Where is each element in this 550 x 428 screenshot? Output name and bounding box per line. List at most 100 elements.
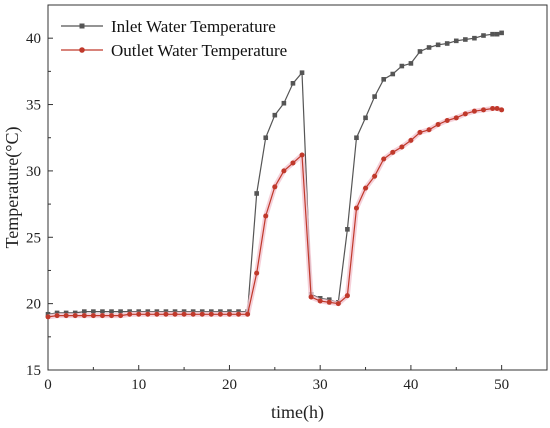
y-tick-label: 25 <box>26 230 41 246</box>
y-axis-ticks: 15 20 25 30 35 40 <box>26 31 53 379</box>
outlet-data-point <box>45 314 51 320</box>
inlet-data-point <box>254 191 259 196</box>
outlet-data-point <box>499 107 505 113</box>
outlet-data-point <box>90 313 96 319</box>
outlet-data-point <box>245 311 251 317</box>
outlet-series-line <box>47 107 502 318</box>
outlet-data-point <box>254 270 260 276</box>
inlet-data-point <box>472 35 477 41</box>
inlet-data-point <box>181 309 187 314</box>
y-tick-label: 30 <box>26 164 41 180</box>
outlet-data-point <box>372 173 378 179</box>
inlet-data-point <box>345 227 350 232</box>
outlet-data-point <box>181 311 187 317</box>
inlet-data-point <box>236 309 241 314</box>
outlet-data-point <box>462 111 468 117</box>
outlet-data-point <box>99 313 105 319</box>
outlet-data-point <box>335 301 341 307</box>
inlet-data-point <box>45 311 51 317</box>
outlet-data-point <box>317 298 323 304</box>
outlet-data-point <box>263 213 269 219</box>
inlet-data-point <box>63 310 69 316</box>
y-tick-label: 35 <box>26 98 41 114</box>
plot-area: 0 10 20 30 40 50 15 20 25 30 35 40 <box>26 4 548 393</box>
outlet-data-point <box>471 108 477 114</box>
inlet-data-point <box>444 41 450 46</box>
inlet-data-point <box>136 309 142 314</box>
inlet-data-point <box>163 309 169 314</box>
outlet-data-point <box>490 106 496 112</box>
outlet-data-point <box>199 311 205 317</box>
inlet-data-point <box>263 135 269 141</box>
x-tick-label: 10 <box>131 377 146 393</box>
inlet-data-point <box>199 309 205 314</box>
outlet-data-point <box>163 311 169 317</box>
outlet-data-point <box>453 115 459 121</box>
outlet-data-point <box>190 311 196 317</box>
inlet-data-point <box>72 310 78 316</box>
legend: Inlet Water Temperature Outlet Water Tem… <box>61 17 287 60</box>
outlet-data-point <box>344 293 350 299</box>
series-layer <box>45 30 505 320</box>
outlet-data-point <box>118 313 124 319</box>
outlet-data-point <box>172 311 178 317</box>
inlet-data-point <box>490 31 495 37</box>
inlet-data-point <box>127 309 132 314</box>
outlet-data-point <box>417 129 423 135</box>
inlet-data-point <box>54 310 60 316</box>
inlet-data-point <box>145 309 151 314</box>
x-axis-ticks: 0 10 20 30 40 50 <box>44 365 509 393</box>
legend-square-marker-icon <box>79 23 85 29</box>
inlet-data-point <box>372 94 377 99</box>
outlet-data-point <box>81 313 87 319</box>
legend-label-inlet: Inlet Water Temperature <box>111 17 276 36</box>
inlet-data-point <box>190 309 196 314</box>
outlet-data-point <box>208 311 214 317</box>
inlet-data-point <box>463 37 468 42</box>
legend-item-outlet: Outlet Water Temperature <box>61 41 287 60</box>
outlet-data-point <box>299 152 305 158</box>
inlet-data-point <box>81 309 87 314</box>
inlet-data-point <box>218 309 223 314</box>
inlet-data-point <box>281 100 287 106</box>
outlet-data-point <box>390 149 396 155</box>
outlet-data-point <box>54 313 60 319</box>
inlet-series-line <box>47 32 502 315</box>
inlet-data-point <box>100 309 105 314</box>
outlet-data-point <box>127 311 133 317</box>
outlet-data-point <box>444 117 450 123</box>
outlet-data-point <box>136 311 142 317</box>
legend-label-outlet: Outlet Water Temperature <box>111 41 287 60</box>
outlet-data-point <box>154 311 160 317</box>
inlet-data-point <box>363 115 368 121</box>
outlet-data-point <box>226 311 232 317</box>
inlet-data-point <box>227 309 232 314</box>
inlet-data-point <box>390 71 396 77</box>
outlet-data-point <box>63 313 69 319</box>
outlet-data-point <box>353 205 359 211</box>
inlet-data-point <box>481 33 486 38</box>
outlet-data-point <box>426 127 432 133</box>
legend-circle-marker-icon <box>79 47 85 53</box>
outlet-data-point <box>109 313 115 319</box>
outlet-data-point <box>236 311 242 317</box>
inlet-data-point <box>408 61 414 66</box>
outlet-data-point <box>308 294 314 300</box>
inlet-data-point <box>435 42 441 48</box>
inlet-data-point <box>154 309 160 314</box>
inlet-data-point <box>381 77 386 82</box>
x-tick-label: 50 <box>494 377 509 393</box>
outlet-data-point <box>381 156 387 162</box>
legend-item-inlet: Inlet Water Temperature <box>61 17 276 36</box>
inlet-data-point <box>299 70 305 75</box>
outlet-data-point <box>435 121 441 127</box>
inlet-data-point <box>91 309 96 314</box>
outlet-data-point <box>281 168 287 174</box>
inlet-data-point <box>118 309 123 314</box>
inlet-data-point <box>399 63 405 69</box>
inlet-data-point <box>172 309 178 314</box>
outlet-data-point <box>217 311 223 317</box>
x-tick-label: 40 <box>403 377 418 393</box>
outlet-data-point <box>326 299 332 305</box>
